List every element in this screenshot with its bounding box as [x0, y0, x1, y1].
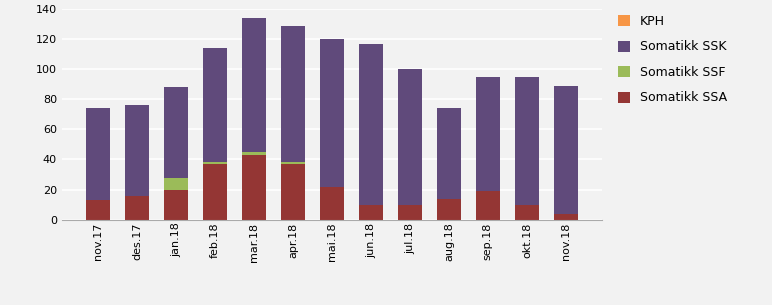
Bar [554, 86, 577, 214]
Bar [86, 108, 110, 200]
Bar [125, 105, 149, 196]
Bar [437, 199, 461, 220]
Bar [515, 77, 539, 205]
Bar [398, 205, 422, 220]
Bar [320, 39, 344, 187]
Bar [515, 205, 539, 220]
Bar [164, 189, 188, 220]
Bar [476, 191, 499, 220]
Bar [203, 164, 227, 220]
Bar [320, 187, 344, 220]
Bar [242, 18, 266, 152]
Bar [437, 108, 461, 199]
Bar [281, 164, 305, 220]
Bar [359, 44, 383, 205]
Bar [164, 178, 188, 189]
Bar [554, 214, 577, 220]
Bar [242, 155, 266, 220]
Bar [398, 69, 422, 205]
Bar [164, 87, 188, 178]
Bar [125, 196, 149, 220]
Legend: KPH, Somatikk SSK, Somatikk SSF, Somatikk SSA: KPH, Somatikk SSK, Somatikk SSF, Somatik… [614, 11, 731, 108]
Bar [86, 200, 110, 220]
Bar [242, 152, 266, 155]
Bar [281, 163, 305, 164]
Bar [281, 26, 305, 163]
Bar [203, 48, 227, 163]
Bar [359, 205, 383, 220]
Bar [203, 163, 227, 164]
Bar [476, 77, 499, 191]
